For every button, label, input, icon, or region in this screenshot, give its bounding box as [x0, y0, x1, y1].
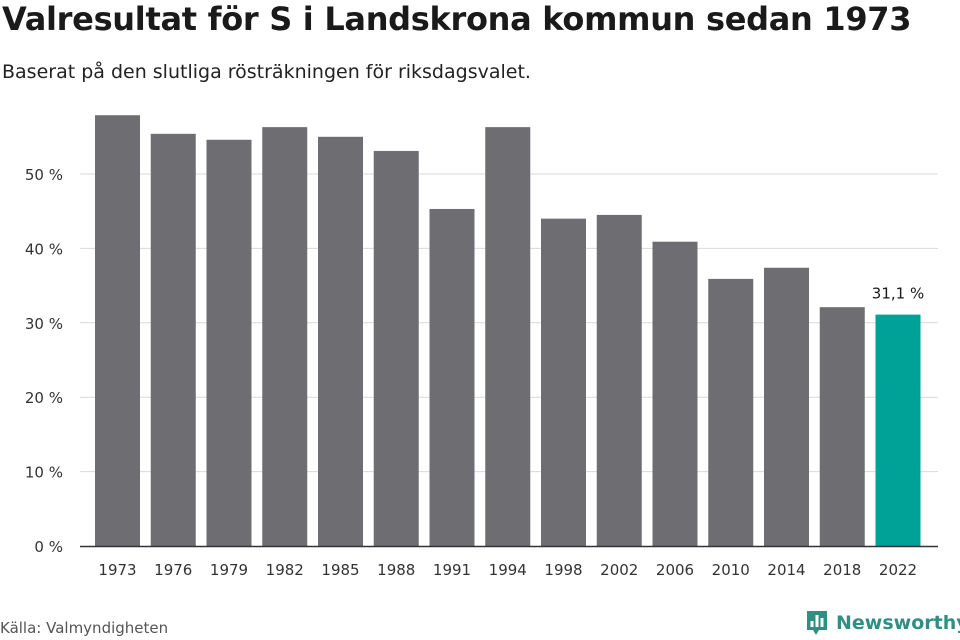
bar-1985	[318, 136, 363, 547]
x-tick-label: 2010	[712, 561, 750, 579]
bar-1998	[541, 218, 586, 546]
x-tick-label: 2002	[600, 561, 638, 579]
data-label-2022: 31,1 %	[872, 285, 924, 303]
x-tick-label: 2018	[823, 561, 861, 579]
bar-1988	[373, 150, 419, 546]
x-tick-label: 1985	[321, 561, 359, 579]
x-tick-label: 1991	[433, 561, 471, 579]
x-axis-tick-labels: 1973 1976 1979 1982 1985 1988 1991 1994 1998 2002…	[98, 561, 917, 579]
bar-1976	[150, 133, 196, 546]
bar-2006	[652, 241, 698, 547]
source-note: Källa: Valmyndigheten	[0, 619, 169, 637]
bar-1979	[206, 139, 252, 546]
bar-1994	[485, 127, 531, 547]
bar-2002	[596, 214, 642, 547]
y-tick-label: 30 %	[25, 315, 63, 333]
brand-logo-link[interactable]: Newsworthy	[805, 608, 960, 638]
x-tick-label: 1973	[98, 561, 136, 579]
bar-2018	[819, 307, 865, 546]
y-tick-label: 0 %	[34, 538, 63, 556]
bar-1973	[95, 115, 140, 546]
chart-title: Valresultat för S i Landskrona kommun se…	[2, 0, 912, 38]
y-tick-label: 10 %	[25, 464, 63, 482]
bars	[95, 115, 921, 547]
x-tick-label: 1982	[266, 561, 304, 579]
bar-1991	[429, 208, 475, 546]
y-tick-label: 20 %	[25, 389, 63, 407]
bar-2022	[875, 314, 921, 546]
bar-chart-speech-bubble-icon	[807, 611, 827, 635]
x-tick-label: 1988	[377, 561, 415, 579]
y-tick-label: 40 %	[25, 240, 63, 258]
x-tick-label: 1976	[154, 561, 192, 579]
bar-2010	[708, 278, 754, 546]
x-tick-label: 2006	[656, 561, 694, 579]
bar-2014	[764, 267, 809, 546]
brand-name: Newsworthy	[836, 612, 960, 634]
x-tick-label: 1979	[210, 561, 248, 579]
y-axis-tick-labels: 0 % 10 % 20 % 30 % 40 % 50 %	[25, 166, 63, 556]
bar-chart: 0 % 10 % 20 % 30 % 40 % 50 % 1973 1976 1979 1982…	[25, 115, 938, 579]
x-tick-label: 1998	[544, 561, 582, 579]
x-tick-label: 2014	[767, 561, 805, 579]
bar-1982	[262, 127, 308, 547]
annotations: 31,1 %	[872, 285, 924, 303]
y-tick-label: 50 %	[25, 166, 63, 184]
chart-subtitle: Baserat på den slutliga rösträkningen fö…	[2, 61, 531, 83]
x-tick-label: 1994	[489, 561, 527, 579]
x-tick-label: 2022	[879, 561, 917, 579]
